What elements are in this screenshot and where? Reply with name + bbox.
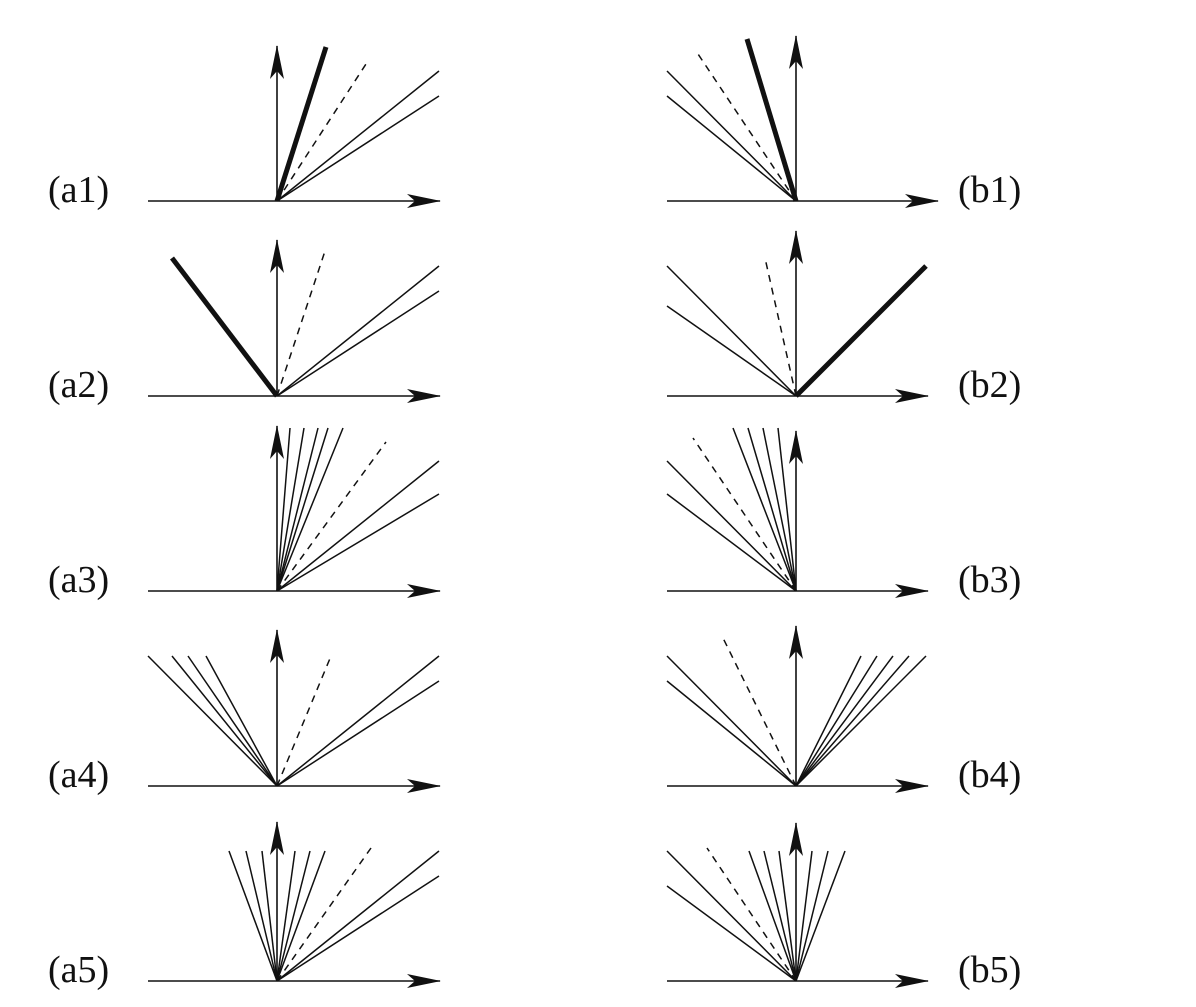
dashed-line xyxy=(706,847,797,982)
fan-line xyxy=(795,850,846,982)
characteristic-line xyxy=(276,680,440,787)
characteristic-line xyxy=(666,460,797,592)
characteristic-line xyxy=(666,305,797,397)
characteristic-line xyxy=(276,655,440,787)
dashed-line xyxy=(276,441,387,592)
panel-a4: (a4) xyxy=(48,629,441,796)
fan-line xyxy=(187,655,278,787)
characteristic-line xyxy=(666,493,797,592)
characteristic-line xyxy=(666,850,797,982)
panel-label-b3: (b3) xyxy=(958,559,1021,601)
fan-line xyxy=(245,850,278,982)
characteristic-line xyxy=(666,680,797,787)
dashed-line xyxy=(692,437,797,592)
fan-line xyxy=(276,850,296,982)
panel-label-a1: (a1) xyxy=(48,169,109,211)
fan-line xyxy=(762,427,797,592)
characteristic-line xyxy=(276,95,440,202)
fan-line xyxy=(795,655,894,787)
panel-b4: (b4) xyxy=(666,625,1021,796)
fan-line xyxy=(795,850,829,982)
dashed-line xyxy=(276,247,327,397)
panel-b2: (b2) xyxy=(666,230,1021,406)
fan-line xyxy=(763,850,797,982)
panel-a3: (a3) xyxy=(48,425,441,601)
characteristic-line xyxy=(666,95,797,202)
characteristic-line xyxy=(666,885,797,982)
fan-line xyxy=(147,655,278,787)
characteristic-line xyxy=(276,290,440,397)
fan-line xyxy=(276,427,329,592)
fan-line xyxy=(276,850,311,982)
panel-label-b2: (b2) xyxy=(958,364,1021,406)
fan-line xyxy=(276,427,344,592)
shock-line xyxy=(170,256,279,398)
shock-line xyxy=(274,46,329,202)
panel-label-a5: (a5) xyxy=(48,949,109,991)
characteristic-line xyxy=(276,493,440,592)
panel-a5: (a5) xyxy=(48,821,441,991)
dashed-line xyxy=(276,847,372,982)
dashed-line xyxy=(697,53,797,202)
fan-line xyxy=(795,655,927,787)
characteristic-line xyxy=(276,70,440,202)
panel-label-b1: (b1) xyxy=(958,169,1021,211)
shock-line xyxy=(794,264,928,398)
fan-line xyxy=(228,850,278,982)
fan-line xyxy=(778,850,797,982)
panel-label-b4: (b4) xyxy=(958,754,1021,796)
fan-line xyxy=(276,427,305,592)
fan-line xyxy=(205,655,278,787)
characteristic-line xyxy=(666,655,797,787)
fan-line xyxy=(795,655,878,787)
dashed-line xyxy=(276,63,367,202)
fan-line xyxy=(732,427,797,592)
panel-label-b5: (b5) xyxy=(958,949,1021,991)
fan-line xyxy=(276,427,291,592)
panel-b5: (b5) xyxy=(666,822,1021,991)
fan-line xyxy=(795,655,910,787)
dashed-line xyxy=(764,257,797,397)
panel-b3: (b3) xyxy=(666,427,1021,601)
fan-line xyxy=(261,850,278,982)
panel-label-a2: (a2) xyxy=(48,364,109,406)
panel-a2: (a2) xyxy=(48,239,441,406)
panel-label-a3: (a3) xyxy=(48,559,109,601)
fan-line xyxy=(777,427,797,592)
panel-label-a4: (a4) xyxy=(48,754,109,796)
fan-line xyxy=(795,655,862,787)
fan-line xyxy=(276,850,326,982)
fan-line xyxy=(795,850,813,982)
shock-line xyxy=(744,38,799,202)
characteristic-line xyxy=(276,850,440,982)
fan-line xyxy=(276,427,319,592)
characteristic-line xyxy=(666,265,797,397)
fan-line xyxy=(748,850,797,982)
characteristic-line xyxy=(276,460,440,592)
characteristic-line xyxy=(276,265,440,397)
dashed-line xyxy=(276,655,332,787)
dashed-line xyxy=(722,637,797,787)
fan-line xyxy=(171,655,278,787)
panel-b1: (b1) xyxy=(666,35,1021,211)
fan-line xyxy=(747,427,797,592)
panel-a1: (a1) xyxy=(48,45,441,211)
characteristic-line xyxy=(276,875,440,982)
characteristic-line xyxy=(666,70,797,202)
